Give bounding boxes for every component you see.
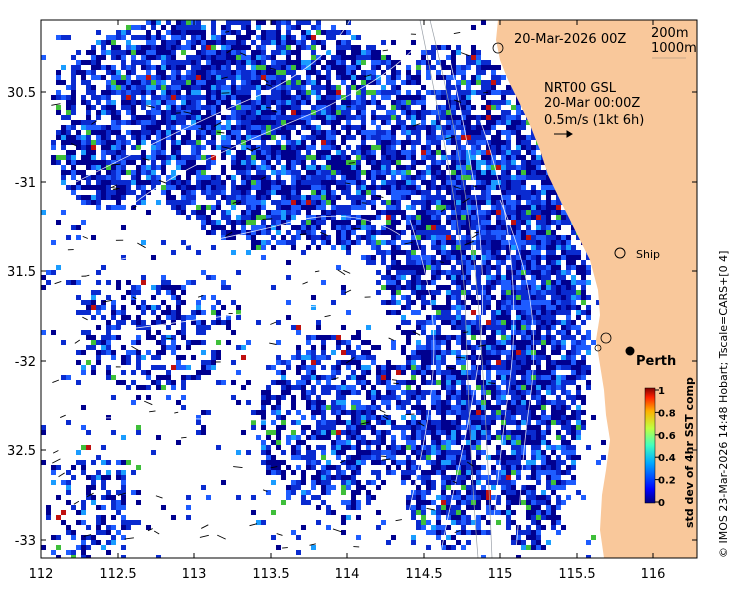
colorbar-tick-label: 0.6 [658,431,676,442]
ship-marker-icon [614,247,626,259]
scale-arrow-icon [554,130,573,138]
ship-label: Ship [636,248,660,261]
colorbar-tick-label: 0.8 [658,408,676,419]
x-tick-label: 114.5 [405,567,442,582]
date-label: 20-Mar-2026 00Z [514,32,626,47]
current-scale-label: 0.5m/s (1kt 6h) [544,113,644,128]
y-tick-label: 32.5 [7,444,36,459]
x-axis: 112 112.5 113 113.5 114 114.5 115 115.5 116 [29,20,666,582]
colorbar-ticks: 1 0.8 0.6 0.4 0.2 0 [655,386,676,509]
perth-marker-icon [625,346,635,356]
x-tick-label: 115.5 [558,567,595,582]
credit-text: © IMOS 23-Mar-2026 14:48 Hobart; Tscale=… [717,251,730,558]
x-tick-label: 113 [182,567,207,582]
x-tick-label: 112.5 [99,567,136,582]
y-tick-label: 31.5 [7,265,36,280]
y-tick-label: 30.5 [7,86,36,101]
plot-frame [40,19,698,559]
colorbar-tick-label: 0.2 [658,476,676,487]
colorbar-tick-label: 0.4 [658,453,676,464]
perth-label: Perth [636,354,676,369]
colorbar-tick-label: 1 [658,386,665,397]
x-tick-label: 116 [641,567,666,582]
y-tick-label: -31 [15,176,36,191]
x-tick-label: 112 [29,567,54,582]
sst-pixel-field [41,20,697,558]
current-source-label: NRT00 GSL [544,81,617,96]
x-tick-label: 113.5 [252,567,289,582]
x-tick-label: 115 [488,567,513,582]
y-tick-label: -33 [15,534,36,549]
contour-label-1000m: 1000m [651,41,697,56]
coastal-islands [492,42,612,352]
contour-label-200m: 200m [651,26,688,41]
y-tick-label: -32 [15,355,36,370]
current-time-label: 20-Mar 00:00Z [544,96,640,111]
bathymetry-contours-grey [419,20,493,558]
current-vectors [51,31,496,549]
x-tick-label: 114 [335,567,360,582]
colorbar-title: std dev of 4hr SST comp [683,377,696,528]
bathymetry-contours [59,20,535,558]
colorbar-tick-label: 0 [658,498,665,509]
colorbar [644,387,656,504]
y-axis: 30.5 -31 31.5 -32 32.5 -33 [7,86,697,549]
